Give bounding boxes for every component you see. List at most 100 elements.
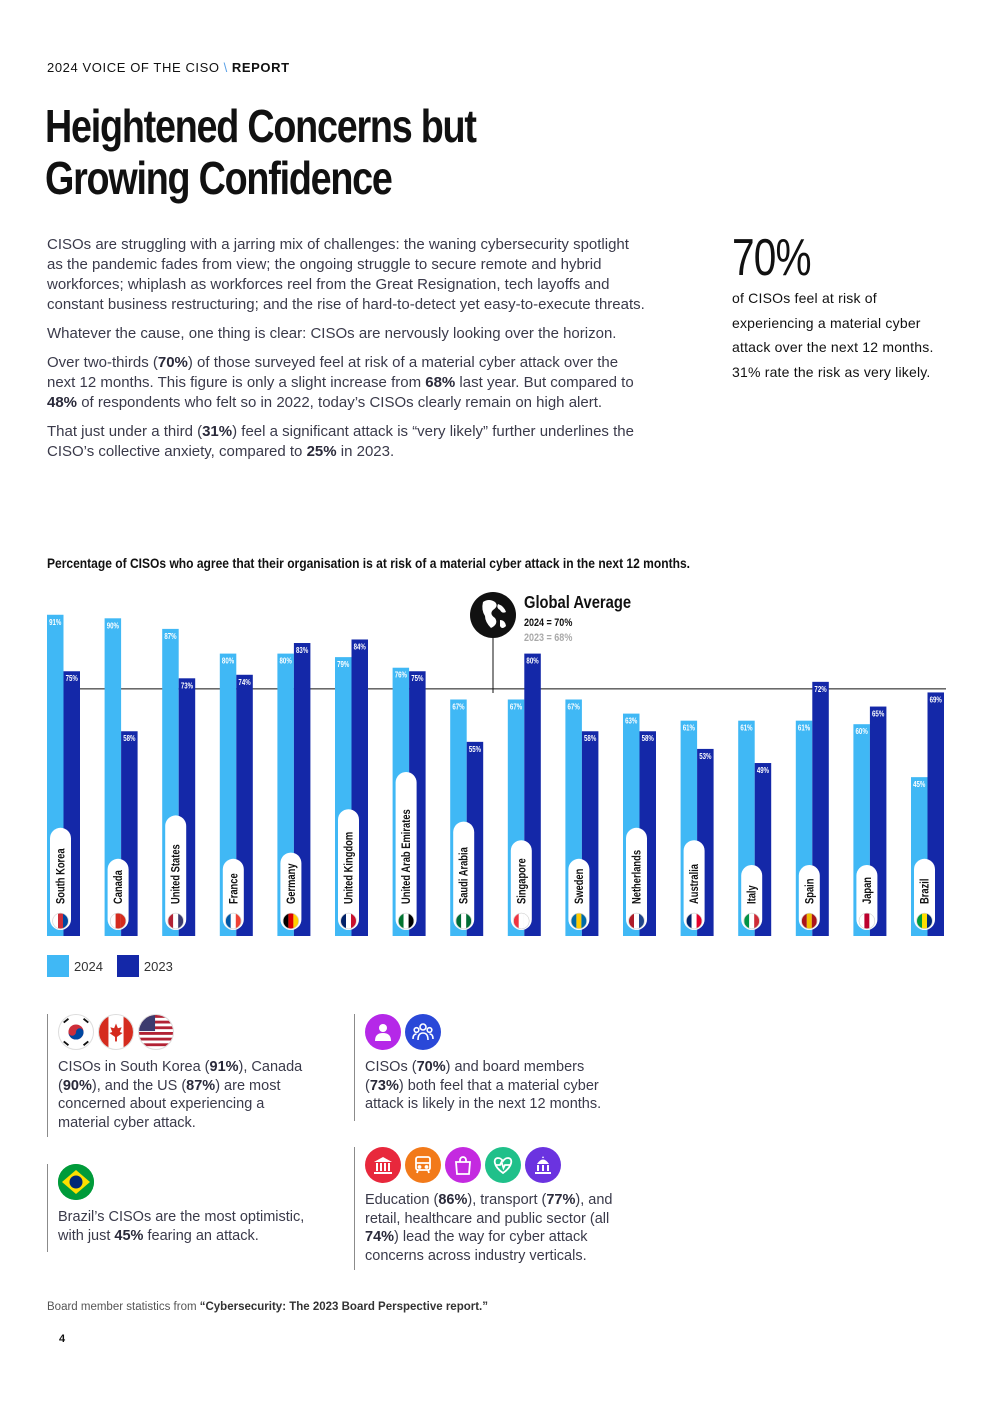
label-2023-south-korea: 75% [66,673,79,683]
brazil-flag-icon [58,1164,94,1200]
info-brazil: Brazil’s CISOs are the most optimistic, … [47,1164,327,1252]
label-2023-australia: 53% [699,751,712,761]
stat-callout: 70% of CISOs feel at risk of experiencin… [732,230,962,384]
flag-netherlands [629,913,644,929]
info-top-countries-text: CISOs in South Korea (91%), Canada (90%)… [58,1059,303,1131]
info-cisos-board: CISOs (70%) and board members (73%) both… [354,1014,624,1121]
country-label-japan: Japan [861,877,874,904]
label-2024-united-arab-emirates: 76% [395,670,408,680]
flag-south-korea [53,913,68,929]
country-label-united-kingdom: United Kingdom [342,832,355,904]
country-pill-brazil [914,858,935,930]
country-pill-saudi-arabia [453,821,475,930]
chart-legend: 2024 2023 [47,955,187,977]
flag-united-kingdom [341,913,356,929]
south-korea-flag-icon [58,1014,94,1050]
transport-icon [405,1147,441,1183]
label-2024-singapore: 67% [510,701,523,711]
public-sector-building-icon [525,1147,561,1183]
page-number: 4 [59,1333,66,1345]
person-icon [365,1014,401,1050]
country-label-canada: Canada [112,869,125,904]
country-label-united-states: United States [170,844,183,904]
label-2024-netherlands: 63% [625,716,638,726]
globe-icon [470,592,516,638]
legend-item-2023: 2023 [116,955,173,977]
label-2023-brazil: 69% [930,694,943,704]
country-pill-canada [107,858,129,930]
country-label-brazil: Brazil [918,879,931,904]
canada-flag-icon [98,1014,134,1050]
global-average-2023: 2023 = 68% [524,632,572,644]
label-2023-netherlands: 58% [642,733,655,743]
label-2024-italy: 61% [740,723,753,733]
label-2024-spain: 61% [798,723,811,733]
country-pill-united-states [165,815,187,930]
intro-paragraph-1: CISOs are struggling with a jarring mix … [47,236,645,313]
country-label-sweden: Sweden [573,869,586,904]
label-2023-canada: 58% [123,733,136,743]
country-pill-united-kingdom [338,809,359,930]
page-title: Heightened Concerns but Growing Confiden… [45,100,504,204]
label-2023-singapore: 80% [526,656,539,666]
flag-brazil [917,913,932,929]
flag-australia [686,913,702,929]
label-2024-brazil: 45% [913,779,926,789]
education-icon [365,1147,401,1183]
flag-saudi-arabia [456,913,472,929]
info-cisos-board-text: CISOs (70%) and board members (73%) both… [365,1059,602,1112]
country-pill-france [222,858,244,930]
intro-paragraph-2: Whatever the cause, one thing is clear: … [47,325,617,342]
flag-canada [110,913,126,929]
label-2024-germany: 80% [280,656,293,666]
chart-bars: 91% 75% South Korea 90% 58% Canada 87% 73% Unite… [47,614,944,936]
flag-singapore [513,913,529,929]
label-2024-canada: 90% [107,620,120,630]
page-title-line2: Growing Confidence [45,152,393,204]
header-separator: \ [223,60,228,75]
legend-item-2024: 2024 [47,955,103,977]
country-label-germany: Germany [285,863,298,904]
country-label-netherlands: Netherlands [630,850,643,904]
label-2024-united-kingdom: 79% [337,659,350,669]
label-2023-united-arab-emirates: 75% [411,673,424,683]
global-average-2024: 2024 = 70% [524,617,572,629]
footnote: Board member statistics from “Cybersecur… [47,1301,488,1313]
label-2024-saudi-arabia: 67% [452,701,465,711]
label-2023-germany: 83% [296,645,309,655]
usa-flag-icon [138,1014,174,1050]
flag-spain [801,913,817,929]
report-section: REPORT [231,60,290,75]
label-2023-italy: 49% [757,765,770,775]
country-label-australia: Australia [688,863,701,904]
global-average-marker: Global Average 2024 = 70% 2023 = 68% [470,592,631,693]
report-header: 2024 VOICE OF THE CISO \ REPORT [47,60,290,75]
info-top-countries: CISOs in South Korea (91%), Canada (90%)… [47,1014,317,1137]
label-2024-france: 80% [222,656,235,666]
country-label-france: France [227,873,240,904]
label-2024-united-states: 87% [164,631,177,641]
country-pill-sweden [568,858,590,930]
country-pill-italy [741,865,763,930]
country-pill-germany [280,852,302,930]
label-2023-saudi-arabia: 55% [469,744,482,754]
country-label-united-arab-emirates: United Arab Emirates [400,809,413,904]
label-2023-united-kingdom: 84% [354,641,367,651]
group-icon [405,1014,441,1050]
flag-sweden [571,913,587,929]
country-label-spain: Spain [803,879,816,904]
country-pill-netherlands [626,827,647,930]
country-pill-australia [683,840,705,930]
label-2024-japan: 60% [856,726,869,736]
intro-paragraph-3: Over two-thirds (70%) of those surveyed … [47,354,634,411]
label-2023-japan: 65% [872,709,885,719]
callout-big-number: 70% [732,229,812,287]
info-industries: Education (86%), transport (77%), and re… [354,1147,639,1270]
label-2023-france: 74% [238,677,251,687]
country-pill-japan [856,865,878,930]
country-pill-south-korea [50,827,71,930]
flag-japan [859,913,875,929]
label-2024-south-korea: 91% [49,617,62,627]
intro-paragraph-4: That just under a third (31%) feel a sig… [47,423,634,460]
country-pill-spain [798,865,820,930]
